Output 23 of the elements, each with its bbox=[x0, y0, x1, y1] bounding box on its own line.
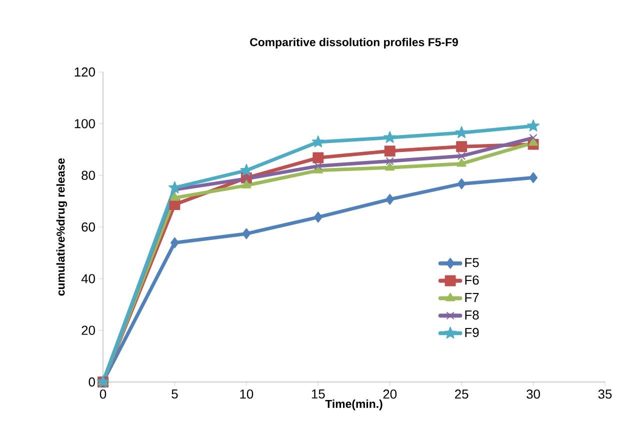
x-tick-label: 10 bbox=[240, 390, 254, 399]
x-tick-label: 0 bbox=[100, 390, 106, 399]
y-tick-label: 40 bbox=[81, 274, 95, 284]
y-tick-label: 20 bbox=[82, 326, 95, 335]
chart-title: Comparitive dissolution profiles F5-F9 bbox=[250, 38, 458, 48]
y-tick-label: 80 bbox=[82, 170, 95, 180]
legend-label: F5 bbox=[465, 258, 479, 268]
x-tick-label: 20 bbox=[383, 390, 397, 399]
legend-label: F8 bbox=[465, 310, 479, 320]
x-tick-label: 5 bbox=[172, 390, 178, 399]
legend-label: F7 bbox=[465, 293, 479, 302]
x-tick-label: 25 bbox=[455, 390, 468, 399]
x-axis-title: Time(min.) bbox=[325, 400, 382, 410]
x-tick-label: 30 bbox=[526, 390, 540, 399]
x-tick-label: 35 bbox=[598, 390, 612, 399]
y-tick-label: 0 bbox=[88, 377, 95, 387]
legend-label: F6 bbox=[465, 276, 479, 285]
y-tick-label: 60 bbox=[82, 222, 95, 232]
x-tick-label: 15 bbox=[312, 390, 325, 399]
y-tick-label: 120 bbox=[74, 67, 95, 77]
y-axis-title: cumulative%drug release bbox=[56, 158, 68, 296]
legend-label: F9 bbox=[465, 328, 479, 338]
y-tick-label: 100 bbox=[74, 119, 95, 128]
